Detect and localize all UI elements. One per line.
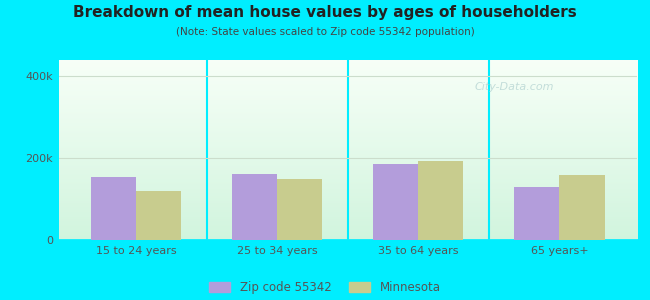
Text: City-Data.com: City-Data.com <box>475 82 554 92</box>
Bar <box>514 187 560 240</box>
Bar <box>91 177 136 240</box>
Bar <box>373 164 419 240</box>
Text: (Note: State values scaled to Zip code 55342 population): (Note: State values scaled to Zip code 5… <box>176 27 474 37</box>
Bar <box>277 178 322 240</box>
Legend: Zip code 55342, Minnesota: Zip code 55342, Minnesota <box>209 281 441 294</box>
Bar <box>560 175 604 240</box>
Bar <box>419 161 463 240</box>
Bar <box>136 191 181 240</box>
Text: Breakdown of mean house values by ages of householders: Breakdown of mean house values by ages o… <box>73 4 577 20</box>
Bar <box>232 174 277 240</box>
